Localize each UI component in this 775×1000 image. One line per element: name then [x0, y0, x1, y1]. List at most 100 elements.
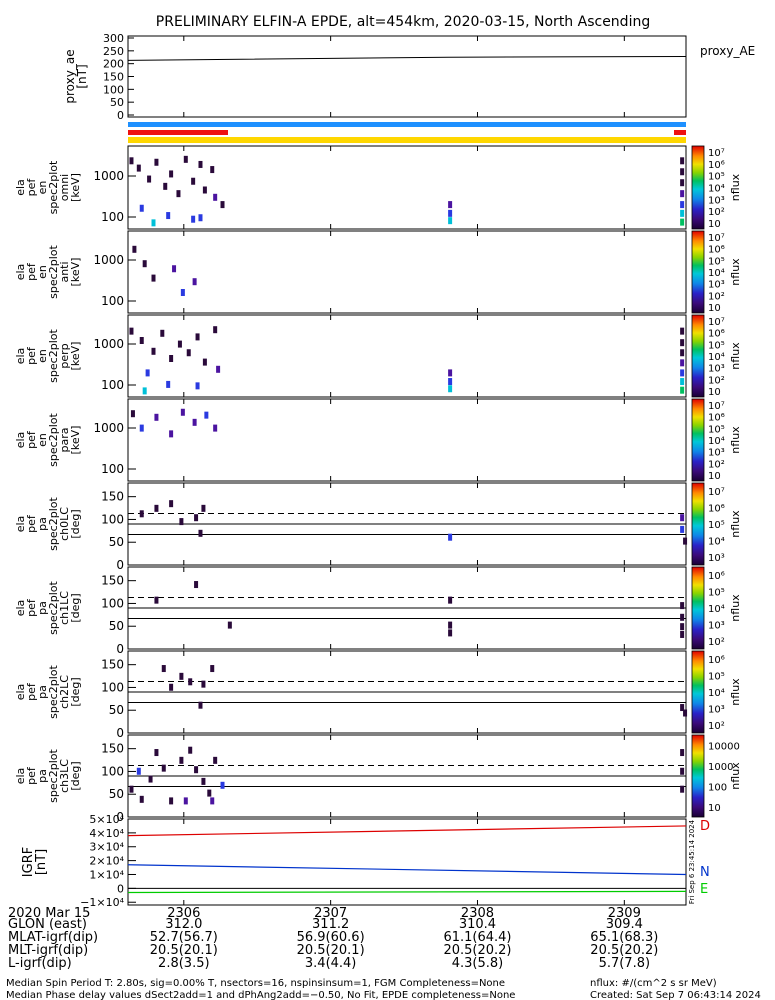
- spectrogram-pixel: [169, 170, 174, 178]
- spectrogram-pixel: [186, 349, 191, 357]
- bfield-ylabel: IGRF: [21, 847, 36, 877]
- pa-ytick: 50: [109, 703, 124, 717]
- pitch-angle-pixel: [136, 767, 141, 775]
- energy-colorbar-tick: 10³: [708, 364, 725, 375]
- energy-panel-ylabel: pef: [25, 430, 38, 449]
- pa-ytick: 0: [116, 726, 124, 740]
- spectrogram-pixel: [154, 413, 159, 421]
- spectrogram-pixel: [680, 359, 685, 367]
- energy-colorbar-tick: 10⁵: [708, 256, 725, 267]
- spectrogram-pixel: [195, 333, 200, 341]
- energy-colorbar-tick: 10²: [708, 207, 725, 218]
- pa-panel-ylabel: pef: [25, 598, 38, 617]
- energy-panel-ylabel: en: [36, 349, 49, 363]
- pa-panel-ylabel: pa: [36, 601, 49, 615]
- pitch-angle-pixel: [227, 621, 232, 629]
- energy-colorbar-tick: 10⁷: [708, 317, 725, 328]
- spectrogram-pixel: [448, 209, 453, 217]
- energy-colorbar-tick: 10⁶: [708, 245, 725, 256]
- pitch-angle-pixel: [680, 623, 685, 631]
- spectrogram-pixel: [680, 168, 685, 176]
- energy-colorbar-label: nflux: [729, 342, 742, 370]
- axis-row-value: 312.0: [165, 917, 202, 932]
- spectrogram-pixel: [130, 410, 135, 418]
- spectrogram-pixel: [680, 349, 685, 357]
- pa-colorbar: [691, 482, 705, 566]
- spectrogram-pixel: [191, 177, 196, 185]
- spectrogram-pixel: [448, 217, 453, 225]
- axis-row-value: 20.5(20.2): [590, 943, 658, 958]
- energy-ytick: 1000: [93, 337, 124, 351]
- pa-colorbar-tick: 10: [708, 803, 721, 814]
- energy-ytick: 1000: [93, 169, 124, 183]
- pa-colorbar-tick: 1000: [708, 762, 733, 773]
- pitch-angle-pixel: [680, 767, 685, 775]
- spectrogram-pixel: [166, 380, 171, 388]
- axis-row-value: 20.5(20.2): [443, 943, 511, 958]
- energy-panel-ylabel: perp: [58, 343, 71, 368]
- energy-colorbar-label: nflux: [729, 173, 742, 201]
- bfield-component-label: N: [700, 865, 710, 880]
- spectrogram-pixel: [132, 245, 137, 253]
- proxy-ae-right-label: proxy_AE: [700, 44, 755, 58]
- energy-panel-ylabel: pef: [25, 346, 38, 365]
- energy-colorbar-tick: 10: [708, 219, 721, 230]
- proxy-ae-ytick: 50: [110, 96, 124, 109]
- footer-text: Median Phase delay values dSect2add=1 an…: [6, 990, 515, 1000]
- energy-colorbar-tick: 10⁴: [708, 184, 725, 195]
- pa-ytick: 50: [109, 787, 124, 801]
- energy-colorbar-tick: 10²: [708, 375, 725, 386]
- footer-text: Created: Sat Sep 7 06:43:14 2024: [590, 990, 761, 1000]
- pa-panel-ylabel: spec2plot: [47, 581, 60, 635]
- pitch-angle-pixel: [213, 756, 218, 764]
- spectrogram-pixel: [202, 358, 207, 366]
- spectrogram-pixel: [680, 386, 685, 394]
- spectrogram-pixel: [169, 430, 174, 438]
- pa-ytick: 0: [116, 810, 124, 824]
- pa-panel-ylabel: [deg]: [69, 509, 82, 538]
- energy-panel-ylabel: spec2plot: [47, 413, 60, 467]
- energy-colorbar-label: nflux: [729, 426, 742, 454]
- pitch-angle-pixel: [448, 533, 453, 541]
- pa-panel-ylabel: pa: [36, 517, 49, 531]
- pa-colorbar-tick: 10⁶: [708, 504, 725, 515]
- pa-colorbar-label: nflux: [729, 510, 742, 538]
- energy-colorbar: [691, 230, 705, 314]
- pa-colorbar-label: nflux: [729, 762, 742, 790]
- energy-colorbar-tick: 10: [708, 387, 721, 398]
- spectrogram-pixel: [680, 218, 685, 226]
- axis-row-value: 309.4: [606, 917, 643, 932]
- bfield-line-D: [127, 825, 687, 837]
- pa-ytick: 50: [109, 619, 124, 633]
- spectrogram-pixel: [216, 365, 221, 373]
- pa-colorbar-tick: 10³: [708, 704, 725, 715]
- proxy-ae-ytick: 0: [117, 109, 124, 122]
- pa-panel-ylabel: [deg]: [69, 593, 82, 622]
- spectrogram-pixel: [169, 355, 174, 362]
- spectrogram-pixel: [180, 408, 185, 416]
- pitch-angle-pixel: [169, 500, 174, 508]
- pa-colorbar-tick: 10⁴: [708, 536, 725, 547]
- energy-panel-ylabel: omni: [58, 174, 71, 201]
- pa-panel-ylabel: pa: [36, 685, 49, 699]
- bfield-ylabel: [nT]: [34, 849, 49, 875]
- pa-panel-ylabel: ela: [14, 768, 27, 785]
- timestamp-side-text: Fri Sep 6 23:45:14 2024: [688, 819, 696, 904]
- pitch-angle-pixel: [148, 775, 153, 783]
- spectrogram-pixel: [210, 166, 215, 174]
- axis-row-value: 65.1(68.3): [590, 930, 658, 945]
- pitch-angle-pixel: [154, 749, 159, 757]
- energy-colorbar-tick: 10⁴: [708, 268, 725, 279]
- pitch-angle-pixel: [179, 672, 184, 680]
- plot-title: PRELIMINARY ELFIN-A EPDE, alt=454km, 202…: [156, 14, 650, 30]
- pa-colorbar-tick: 10⁴: [708, 604, 725, 615]
- energy-panel-ylabel: spec2plot: [47, 329, 60, 383]
- bfield-ytick: 4×10⁴: [89, 827, 124, 840]
- pitch-angle-pixel: [139, 510, 144, 518]
- proxy-ae-axes: [127, 35, 687, 118]
- spectrogram-pixel: [147, 175, 152, 183]
- pa-colorbar-tick: 10⁵: [708, 588, 725, 599]
- spectrogram-pixel: [129, 327, 134, 335]
- pitch-angle-pixel: [188, 678, 193, 686]
- spectrogram-pixel: [680, 201, 685, 209]
